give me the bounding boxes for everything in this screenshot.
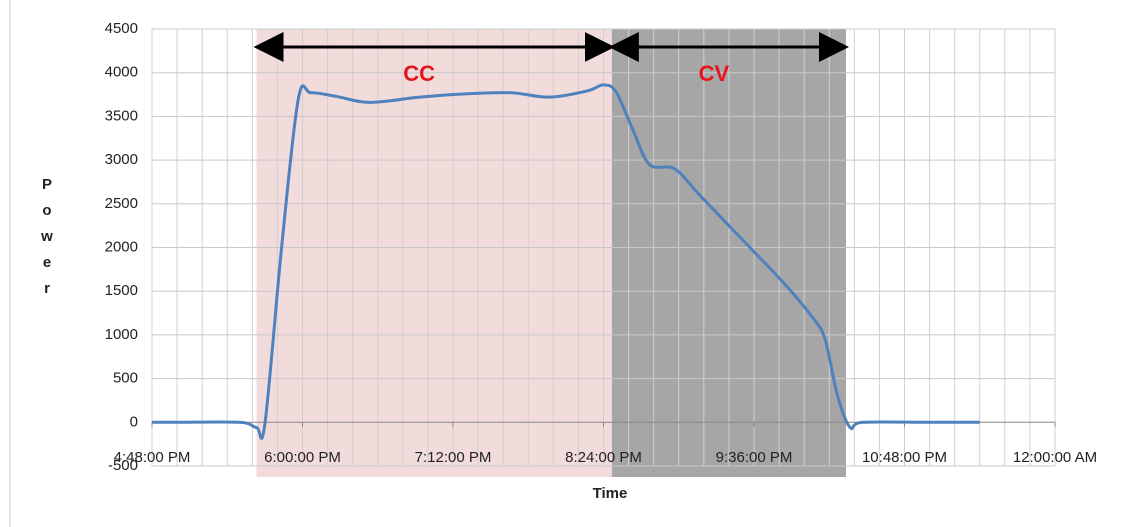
x-tick-label: 10:48:00 PM [862, 449, 947, 466]
x-axis-label: Time [593, 485, 628, 502]
x-tick-label: 4:48:00 PM [114, 449, 191, 466]
y-tick-label: 2000 [105, 238, 138, 255]
region-label: CV [699, 61, 730, 86]
x-tick-label: 7:12:00 PM [415, 449, 492, 466]
y-tick-label: 500 [113, 370, 138, 387]
y-tick-label: 3000 [105, 151, 138, 168]
x-tick-label: 8:24:00 PM [565, 449, 642, 466]
y-tick-label: 4500 [105, 20, 138, 37]
y-tick-label: 2500 [105, 195, 138, 212]
region-label: CC [403, 61, 435, 86]
y-tick-label: 0 [130, 413, 138, 430]
region [256, 29, 612, 477]
x-tick-label: 9:36:00 PM [716, 449, 793, 466]
y-tick-label: 4000 [105, 64, 138, 81]
line-series [152, 83, 980, 440]
y-tick-label: 1000 [105, 326, 138, 343]
x-tick-label: 12:00:00 AM [1013, 449, 1097, 466]
y-tick-label: -500 [108, 457, 138, 474]
y-tick-label: 1500 [105, 282, 138, 299]
y-tick-label: 3500 [105, 107, 138, 124]
x-tick-label: 6:00:00 PM [264, 449, 341, 466]
